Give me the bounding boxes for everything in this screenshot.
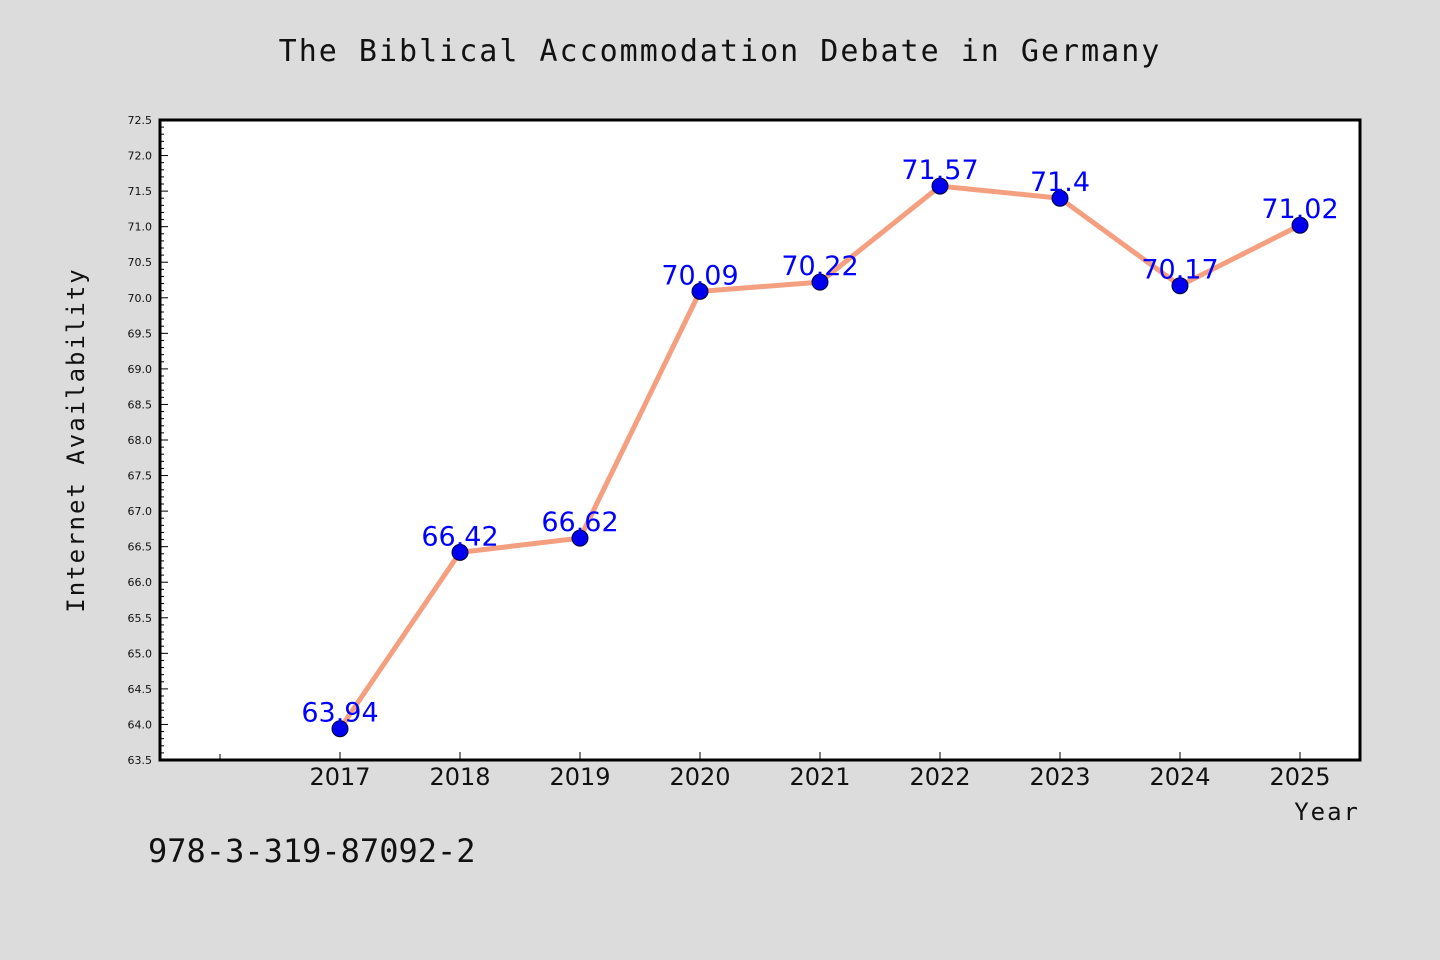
y-tick-label: 66.5 [128,541,153,554]
y-tick-label: 70.0 [128,292,153,305]
isbn-text: 978-3-319-87092-2 [148,832,476,870]
x-tick-label: 2024 [1149,763,1210,791]
y-tick-label: 72.5 [128,114,153,127]
x-tick-label: 2021 [789,763,850,791]
data-point [1051,189,1069,207]
y-tick-label: 66.0 [128,576,153,589]
y-tick-label: 69.5 [128,327,153,340]
y-tick-label: 63.5 [128,754,153,767]
data-label: 66.42 [421,521,498,552]
data-label: 71.4 [1030,167,1090,198]
x-tick-label: 2017 [309,763,370,791]
x-tick-label: 2022 [909,763,970,791]
x-tick-label: 2025 [1269,763,1330,791]
data-point [571,529,589,547]
data-point [451,543,469,561]
y-tick-label: 65.5 [128,612,153,625]
plot-area [158,118,1362,762]
x-tick-label: 2018 [429,763,490,791]
data-label: 63.94 [301,698,378,729]
data-point [1171,277,1189,295]
data-label: 71.02 [1261,194,1338,225]
data-label: 71.57 [901,155,978,186]
y-axis-label: Internet Availability [62,267,90,612]
data-point [811,273,829,291]
x-tick-label: 2023 [1029,763,1090,791]
data-label: 70.17 [1141,255,1218,286]
y-tick-label: 68.0 [128,434,153,447]
data-point [331,720,349,738]
x-axis-label: Year [1294,798,1360,826]
chart-title: The Biblical Accommodation Debate in Ger… [278,34,1162,69]
y-tick-label: 71.0 [128,221,153,234]
data-label: 66.62 [541,507,618,538]
data-point [931,177,949,195]
x-tick-label: 2019 [549,763,610,791]
y-tick-label: 65.0 [128,647,153,660]
y-tick-label: 69.0 [128,363,153,376]
y-tick-label: 64.5 [128,683,153,696]
data-label: 70.09 [661,260,738,291]
data-point [691,282,709,300]
y-tick-label: 70.5 [128,256,153,269]
y-tick-label: 67.0 [128,505,153,518]
y-tick-label: 67.5 [128,470,153,483]
data-point [1291,216,1309,234]
y-tick-label: 72.0 [128,150,153,163]
y-tick-label: 64.0 [128,718,153,731]
y-tick-label: 71.5 [128,185,153,198]
x-tick-label: 2020 [669,763,730,791]
y-tick-label: 68.5 [128,398,153,411]
data-label: 70.22 [781,251,858,282]
